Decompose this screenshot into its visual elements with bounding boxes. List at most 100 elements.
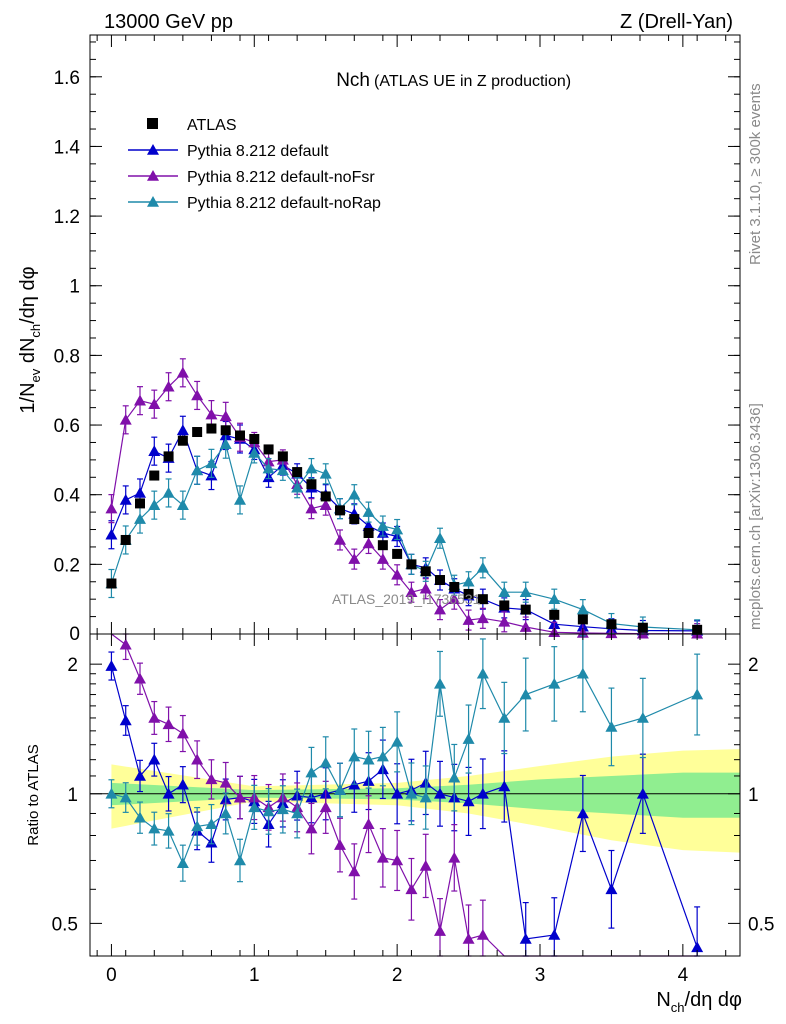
main-series-3-point <box>319 467 332 479</box>
ratio-series-0-point <box>636 787 649 799</box>
ratio-series-2-point <box>605 720 618 732</box>
ratio-series-1-point <box>476 928 489 940</box>
main-ytick-label: 1.6 <box>54 68 80 89</box>
main-series-2-point <box>348 553 361 564</box>
main-marks <box>105 358 704 639</box>
xtick-label: 3 <box>535 965 546 986</box>
ratio-series-0-point <box>391 787 404 799</box>
ratio-series-0-point <box>176 778 189 790</box>
ratio-series-2-point <box>291 807 304 819</box>
main-series-3-point <box>519 586 532 598</box>
ratio-series-2-point <box>119 791 132 803</box>
main-series-2-point <box>319 499 332 510</box>
ratio-series-0-point <box>576 807 589 819</box>
ratio-series-0-point <box>119 714 132 726</box>
ratio-series-1-point <box>205 773 218 785</box>
atlas-point <box>477 594 488 605</box>
atlas-point <box>392 548 403 559</box>
main-ticks: 0.2 0.4 0.6 0.8 1 1.2 1.4 1.6 0 <box>54 41 740 645</box>
main-series-2-point <box>191 389 204 401</box>
ratio-series-1-point <box>305 822 318 834</box>
ratio-series-1-point <box>319 801 332 813</box>
ratio-series-2-point <box>191 820 204 832</box>
ratio-series-0-point <box>462 795 475 807</box>
main-ytick-label: 0.6 <box>54 416 80 437</box>
atlas-point <box>163 451 174 462</box>
ratio-ytick-label: 0.5 <box>52 914 78 935</box>
ratio-series-2-point <box>319 756 332 768</box>
ratio-series-1-point <box>191 753 204 765</box>
ratio-series-0-point <box>434 787 446 799</box>
main-series-1-point <box>176 424 189 436</box>
main-series-2-point <box>391 568 404 580</box>
atlas-point <box>349 514 360 525</box>
main-series-2-point <box>519 621 532 632</box>
ratio-series-2-line <box>111 671 698 865</box>
xtick-label: 1 <box>249 965 260 986</box>
atlas-point <box>320 491 331 502</box>
ratio-series-0-point <box>548 928 561 940</box>
atlas-point <box>249 433 260 444</box>
ratio-series-1-point <box>334 839 346 850</box>
main-series-3-point <box>134 513 146 524</box>
atlas-point <box>606 619 617 630</box>
watermark: ATLAS_2019_I1736531 <box>332 591 481 607</box>
main-series-3-point <box>348 488 361 500</box>
main-series-3-point <box>248 446 261 458</box>
main-series-2-point <box>205 408 218 420</box>
ratio-series-2-point <box>476 667 489 679</box>
atlas-point <box>377 540 388 551</box>
main-series-3-point <box>219 438 232 450</box>
xtick-label: 0 <box>106 965 117 986</box>
ratio-series-0-point <box>148 753 161 765</box>
legend: ATLAS Pythia 8.212 default Pythia 8.212 de… <box>128 117 381 212</box>
main-ytick-label: 0.4 <box>54 486 81 507</box>
legend-marker <box>147 144 159 155</box>
main-series-3-point <box>276 464 289 476</box>
main-ylabel: 1/Nev dNch/dη dφ <box>17 266 43 413</box>
main-series-2-point <box>419 582 432 594</box>
main-series-3-point <box>305 462 318 474</box>
ratio-series-1-point <box>376 851 389 863</box>
ratio-series-2-point <box>576 667 589 679</box>
main-series-2-point <box>162 380 175 392</box>
legend-marker <box>147 170 159 181</box>
main-series-3-point <box>548 593 561 604</box>
main-panel: 0.2 0.4 0.6 0.8 1 1.2 1.4 1.6 0 Nch (ATLAS UE in… <box>17 34 741 645</box>
ratio-series-2-point <box>162 824 175 836</box>
ratio-series-2-point <box>305 766 318 778</box>
main-series-2-line <box>110 371 698 635</box>
atlas-point <box>277 451 288 462</box>
ratio-ytick-label: 1 <box>67 785 78 806</box>
ratio-ytick-label-right: 0.5 <box>748 914 774 935</box>
mcplots-label: mcplots.cern.ch [arXiv:1306.3436] <box>747 403 764 630</box>
main-series-2-point <box>305 502 318 514</box>
main-series-2-point <box>334 533 346 545</box>
main-series-3-point <box>191 464 204 476</box>
ratio-series-0-point <box>105 660 118 671</box>
ratio-series-2-point <box>362 753 375 765</box>
ratio-series-2-point <box>262 805 275 817</box>
main-series-3-point <box>176 499 189 510</box>
ratio-series-2-point <box>105 787 118 799</box>
atlas-point <box>463 588 474 599</box>
main-series-1-line <box>110 428 698 632</box>
atlas-point <box>292 467 303 478</box>
main-series-3-point <box>362 506 375 517</box>
main-series-3-point <box>162 486 175 498</box>
rivet-label: Rivet 3.1.10, ≥ 300k events <box>747 83 764 265</box>
ratio-series-2-point <box>519 688 532 700</box>
ratio-series-1-point <box>405 883 418 895</box>
ratio-series-2-point <box>448 771 461 783</box>
main-title: Nch <box>336 70 370 91</box>
atlas-point <box>120 534 131 545</box>
main-ytick-label: 1.2 <box>54 207 80 228</box>
ratio-frame <box>89 633 741 957</box>
xtick-label: 4 <box>678 965 689 986</box>
main-series-3-point <box>391 523 404 535</box>
atlas-point <box>549 609 560 620</box>
ratio-series-1-point <box>419 859 432 871</box>
header-right: Z (Drell-Yan) <box>620 11 733 33</box>
ratio-series-1-point <box>448 851 461 863</box>
